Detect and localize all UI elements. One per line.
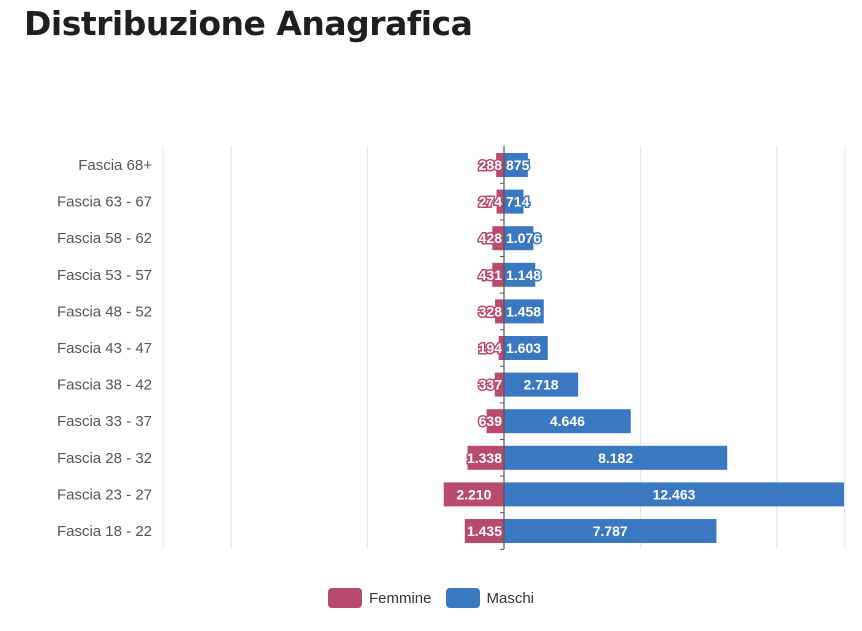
population-pyramid-chart: Fascia 68+ 288 875 Fascia 63 - 67 274 714 Fasc…: [57, 146, 846, 550]
category-label: Fascia 28 - 32: [57, 450, 152, 467]
category-label: Fascia 38 - 42: [57, 377, 152, 394]
bar-femmine: [486, 409, 504, 434]
bar-femmine: [467, 445, 504, 470]
legend-item-femmine[interactable]: Femmine: [327, 588, 432, 608]
category-label: Fascia 58 - 62: [57, 230, 152, 247]
value-label-maschi: 1.148: [506, 267, 541, 283]
value-label-femmine: 1.435: [467, 523, 502, 539]
bar-maschi: [504, 262, 536, 287]
bar-femmine: [464, 519, 504, 543]
value-label-maschi: 4.646: [550, 413, 585, 429]
bar-femmine: [498, 336, 504, 360]
value-label-femmine: 431: [479, 267, 503, 283]
value-label-maschi: 1.076: [506, 230, 541, 246]
bar-maschi: [504, 482, 844, 507]
bar-maschi: [504, 409, 631, 434]
legend-label-femmine: Femmine: [368, 589, 432, 607]
bar-femmine: [496, 153, 504, 177]
value-label-femmine: 639: [479, 413, 503, 429]
value-label-maschi: 12.463: [653, 486, 696, 502]
bar-femmine: [443, 482, 504, 507]
value-label-femmine: 194: [479, 340, 503, 356]
category-label: Fascia 68+: [78, 157, 152, 174]
value-label-femmine: 328: [479, 303, 503, 319]
value-label-femmine: 288: [479, 157, 503, 173]
value-label-maschi: 2.718: [524, 377, 559, 393]
value-label-femmine: 1.338: [467, 450, 502, 466]
legend-label-maschi: Maschi: [486, 589, 535, 607]
category-label: Fascia 48 - 52: [57, 303, 152, 320]
legend-swatch-femmine: [327, 588, 362, 608]
value-label-femmine: 274: [479, 194, 503, 210]
value-label-maschi: 8.182: [598, 450, 633, 466]
legend-swatch-maschi: [445, 588, 480, 608]
category-label: Fascia 43 - 47: [57, 340, 152, 357]
bar-maschi: [504, 226, 534, 251]
bar-maschi: [504, 519, 717, 543]
chart-legend: Femmine Maschi: [0, 588, 862, 608]
category-label: Fascia 63 - 67: [57, 194, 152, 211]
value-label-maschi: 1.458: [506, 303, 541, 319]
bar-femmine: [492, 262, 504, 287]
bar-maschi: [504, 372, 579, 397]
bar-maschi: [504, 153, 528, 177]
value-label-maschi: 714: [506, 194, 530, 210]
bar-maschi: [504, 299, 544, 324]
page-title: Distribuzione Anagrafica: [24, 4, 473, 43]
value-label-femmine: 2.210: [456, 486, 491, 502]
value-label-femmine: 428: [479, 230, 503, 246]
legend-item-maschi[interactable]: Maschi: [445, 588, 535, 608]
bar-femmine: [494, 372, 504, 397]
value-label-femmine: 337: [479, 377, 503, 393]
category-label: Fascia 23 - 27: [57, 486, 152, 503]
bar-femmine: [496, 189, 504, 214]
bar-maschi: [504, 445, 728, 470]
bar-femmine: [492, 226, 504, 251]
category-label: Fascia 53 - 57: [57, 267, 152, 284]
value-label-maschi: 7.787: [593, 523, 628, 539]
bar-maschi: [504, 189, 524, 214]
category-label: Fascia 33 - 37: [57, 413, 152, 430]
value-label-maschi: 875: [506, 157, 530, 173]
bar-femmine: [495, 299, 504, 324]
category-label: Fascia 18 - 22: [57, 523, 152, 540]
bar-maschi: [504, 336, 548, 360]
value-label-maschi: 1.603: [506, 340, 541, 356]
